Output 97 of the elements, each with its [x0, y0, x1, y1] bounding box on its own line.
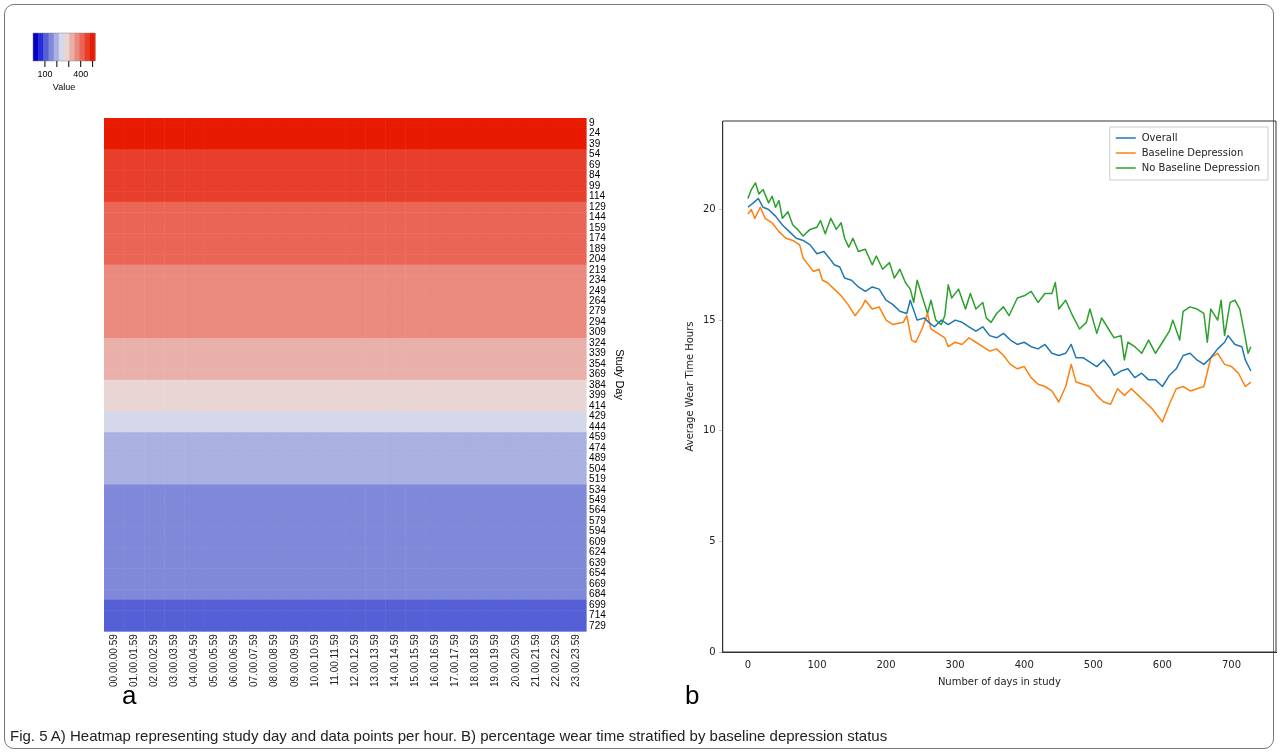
- x-tick-label: 23.00.23.59: [569, 633, 581, 687]
- y-axis-title: Study Day: [614, 349, 627, 401]
- x-tick-label: 300: [945, 658, 965, 670]
- y-tick-label: 144: [589, 211, 607, 223]
- y-tick-label: 384: [589, 378, 607, 390]
- y-tick-label: 99: [589, 179, 601, 191]
- y-tick-label: 639: [589, 556, 607, 568]
- y-tick-label: 114: [589, 190, 606, 202]
- y-tick-label: 354: [589, 357, 607, 369]
- x-tick-label: 16.00.16.59: [429, 633, 441, 687]
- x-tick-label: 04.00.04.59: [188, 633, 200, 687]
- x-tick-label: 14.00.14.59: [389, 633, 401, 687]
- x-tick-label: 15.00.15.59: [409, 633, 421, 687]
- y-tick-label: 129: [589, 200, 607, 212]
- x-tick-label: 09.00.09.59: [288, 633, 300, 687]
- caption: Fig. 5 A) Heatmap representing study day and data points per hour. B) percentage wear time stratified by baseline depression status: [10, 727, 888, 744]
- x-tick-label: 00.00.00.59: [107, 633, 119, 687]
- y-tick-label: 504: [589, 462, 607, 474]
- x-tick-label: 20.00.20.59: [509, 633, 521, 687]
- y-tick-label: 279: [589, 305, 607, 317]
- x-tick-label: 03.00.03.59: [168, 633, 180, 687]
- color-bar-label: 400: [73, 68, 89, 79]
- y-tick-label: 69: [589, 158, 601, 170]
- x-tick-label: 05.00.05.59: [208, 633, 220, 687]
- y-tick-label: 684: [589, 588, 607, 600]
- y-tick-label: 519: [589, 473, 607, 485]
- x-tick-label: 22.00.22.59: [549, 633, 561, 687]
- y-tick-label: 294: [589, 315, 607, 327]
- y-tick-label: 489: [589, 452, 607, 464]
- y-tick-label: 579: [589, 514, 607, 526]
- y-tick-label: 84: [589, 169, 601, 181]
- y-tick-label: 669: [589, 577, 607, 589]
- x-tick-label: 400: [1014, 658, 1034, 670]
- x-tick-label: 07.00.07.59: [248, 633, 260, 687]
- y-tick-label: 339: [589, 347, 607, 359]
- x-tick-label: 18.00.18.59: [469, 633, 481, 687]
- y-tick-label: 444: [589, 420, 607, 432]
- x-tick-label: 10.00.10.59: [308, 633, 320, 687]
- y-tick-label: 24: [589, 127, 601, 139]
- y-tick-label: 369: [589, 368, 607, 380]
- y-tick-label: 9: [589, 116, 596, 128]
- y-tick-label: 654: [589, 567, 607, 579]
- legend-label: Overall: [1141, 131, 1178, 143]
- legend-label: No Baseline Depression: [1141, 161, 1261, 173]
- x-tick-label: 12.00.12.59: [348, 633, 360, 687]
- y-tick-label: 399: [589, 389, 607, 401]
- y-tick-label: 534: [589, 483, 607, 495]
- y-tick-label: 459: [589, 431, 607, 443]
- x-tick-label: 200: [876, 658, 896, 670]
- y-tick-label: 159: [589, 221, 607, 233]
- x-tick-label: 21.00.21.59: [529, 633, 541, 687]
- y-tick-label: 549: [589, 494, 607, 506]
- x-tick-label: 11.00.11.59: [328, 633, 340, 686]
- y-tick-label: 174: [589, 232, 607, 244]
- y-tick-label: 564: [589, 504, 607, 516]
- x-tick-label: 01.00.01.59: [127, 633, 139, 687]
- y-tick-label: 729: [589, 619, 607, 631]
- y-axis-title: Average Wear Time Hours: [683, 321, 695, 452]
- y-tick-label: 474: [589, 441, 607, 453]
- y-tick-label: 10: [702, 424, 716, 436]
- x-tick-label: 02.00.02.59: [147, 633, 159, 687]
- y-tick-label: 699: [589, 598, 607, 610]
- x-tick-label: 100: [807, 658, 827, 670]
- x-tick-label: 13.00.13.59: [368, 633, 380, 687]
- text: b: [685, 680, 700, 711]
- x-tick-label: 700: [1221, 658, 1242, 670]
- y-tick-label: 429: [589, 410, 607, 422]
- y-tick-label: 0: [709, 645, 716, 657]
- x-tick-label: 08.00.08.59: [268, 633, 280, 687]
- y-tick-label: 234: [589, 274, 607, 286]
- y-tick-label: 594: [589, 525, 607, 537]
- color-bar-title: Value: [52, 81, 76, 92]
- y-tick-label: 54: [589, 148, 601, 160]
- x-axis-title: Number of days in study: [937, 675, 1061, 687]
- y-tick-label: 5: [709, 534, 716, 546]
- y-tick-label: 714: [589, 609, 607, 621]
- y-tick-label: 219: [589, 263, 607, 275]
- y-tick-label: 264: [589, 295, 607, 307]
- y-tick-label: 249: [589, 284, 607, 296]
- x-tick-label: 06.00.06.59: [228, 633, 240, 687]
- x-tick-label: 0: [744, 658, 752, 670]
- y-tick-label: 189: [589, 242, 607, 254]
- x-tick-label: 19.00.19.59: [489, 633, 501, 687]
- y-tick-label: 39: [589, 137, 601, 149]
- y-tick-label: 20: [702, 203, 716, 215]
- x-tick-label: 600: [1152, 658, 1172, 670]
- y-tick-label: 309: [589, 326, 607, 338]
- y-tick-label: 204: [589, 253, 607, 265]
- y-tick-label: 324: [589, 336, 607, 348]
- x-tick-label: 500: [1083, 658, 1103, 670]
- color-bar-label: 100: [37, 68, 53, 79]
- legend-label: Baseline Depression: [1141, 146, 1244, 158]
- y-tick-label: 414: [589, 399, 607, 411]
- y-tick-label: 609: [589, 535, 607, 547]
- y-tick-label: 15: [702, 313, 716, 325]
- x-tick-label: 17.00.17.59: [449, 633, 461, 687]
- y-tick-label: 624: [589, 546, 607, 558]
